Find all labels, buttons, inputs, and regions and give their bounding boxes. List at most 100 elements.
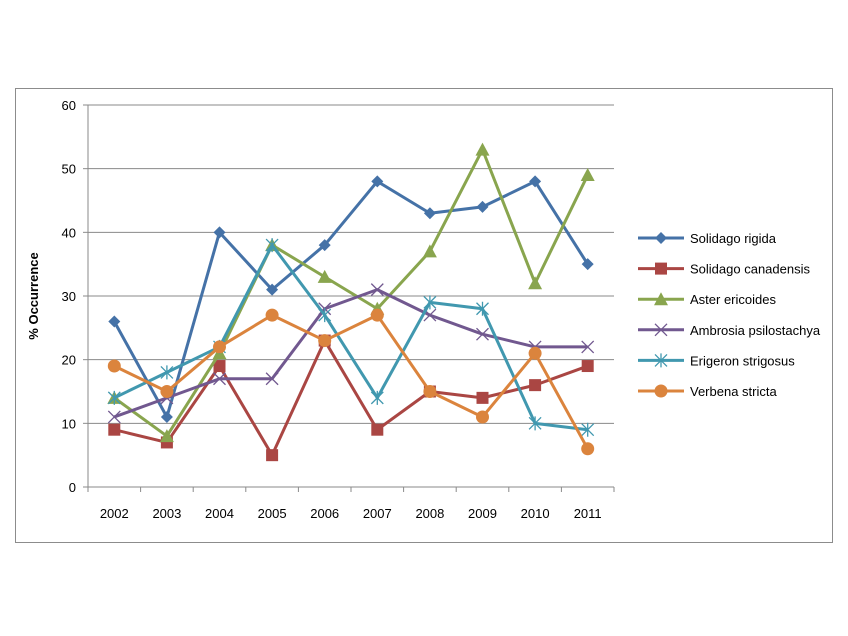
series-line bbox=[113, 313, 590, 450]
series-verbena-stricta: Verbena stricta 2002: 19 Verbena stricta … bbox=[107, 308, 595, 456]
data-point-diamond: Solidago rigida 2007: 48 bbox=[371, 175, 384, 188]
data-point-square: Solidago canadensis 2007: 9 bbox=[371, 423, 384, 436]
chart-frame bbox=[15, 88, 833, 543]
data-point-circle: Verbena stricta 2002: 19 bbox=[107, 359, 121, 373]
x-tick-label: 2005 bbox=[258, 506, 287, 521]
data-point-star: Erigeron strigosus 2002: 14 bbox=[107, 390, 121, 405]
data-point-star bbox=[654, 353, 668, 368]
data-point-diamond: Solidago rigida 2011: 35 bbox=[581, 258, 594, 271]
data-point-circle: Verbena stricta 2004: 22 bbox=[213, 340, 226, 354]
data-point-star: Erigeron strigosus 2011: 9 bbox=[581, 422, 595, 437]
legend-label: Erigeron strigosus bbox=[690, 353, 795, 368]
y-tick-label: 30 bbox=[62, 289, 76, 304]
data-point-circle: Verbena stricta 2010: 21 bbox=[528, 346, 542, 360]
data-point-circle: Verbena stricta 2006: 23 bbox=[318, 334, 332, 348]
series-solidago-canadensis: Solidago canadensis 2002: 9 Solidago cana… bbox=[108, 334, 594, 462]
data-point-x bbox=[654, 323, 668, 337]
data-point-star: Erigeron strigosus 2007: 14 bbox=[370, 390, 384, 405]
y-tick-label: 0 bbox=[69, 480, 76, 495]
legend-item: Verbena stricta bbox=[638, 384, 777, 399]
legend-item: Erigeron strigosus bbox=[638, 353, 795, 368]
x-tick-label: 2007 bbox=[363, 506, 392, 521]
x-tick-label: 2008 bbox=[415, 506, 444, 521]
data-point-square: Solidago canadensis 2004: 19 bbox=[213, 360, 226, 373]
data-point-square: Solidago canadensis 2010: 16 bbox=[529, 379, 542, 392]
data-point-diamond: Solidago rigida 2009: 44 bbox=[476, 200, 489, 213]
x-tick-label: 2004 bbox=[205, 506, 234, 521]
data-point-x: Ambrosia psilostachya 2009: 24 bbox=[476, 327, 489, 341]
data-point-circle: Verbena stricta 2008: 15 bbox=[423, 385, 437, 398]
legend-label: Solidago rigida bbox=[690, 231, 777, 246]
data-point-circle bbox=[654, 384, 668, 398]
data-point-square: Solidago canadensis 2011: 19 bbox=[581, 360, 594, 373]
data-point-diamond: Solidago rigida 2010: 48 bbox=[529, 175, 542, 188]
data-point-x: Ambrosia psilostachya 2005: 17 bbox=[265, 372, 279, 386]
series-ambrosia-psilostachya: Ambrosia psilostachya 2002: 11 Ambrosia p… bbox=[107, 283, 595, 424]
legend-label: Aster ericoides bbox=[690, 292, 776, 307]
series-lines: Solidago rigida 2002: 26 Solidago rigida … bbox=[107, 142, 595, 462]
data-point-square: Solidago canadensis 2002: 9 bbox=[108, 423, 121, 436]
y-tick-label: 20 bbox=[62, 353, 76, 368]
y-tick-label: 10 bbox=[62, 416, 76, 431]
data-point-x: Ambrosia psilostachya 2007: 31 bbox=[370, 283, 384, 297]
data-point-triangle: Aster ericoides 2006: 33 bbox=[317, 269, 332, 283]
axes: 0 10 20 30 40 50 60 2002 2003 2004 2005 2006 2007 200… bbox=[62, 98, 615, 521]
data-point-diamond: Solidago rigida 2003: 11 bbox=[160, 410, 173, 423]
data-point-diamond: Solidago rigida 2008: 43 bbox=[423, 207, 436, 220]
data-point-triangle: Aster ericoides 2008: 37 bbox=[422, 244, 437, 258]
x-tick-label: 2002 bbox=[100, 506, 129, 521]
data-point-square: Solidago canadensis 2009: 14 bbox=[476, 391, 489, 404]
legend-label: Verbena stricta bbox=[690, 384, 777, 399]
x-tick-label: 2003 bbox=[152, 506, 181, 521]
legend-item: Solidago canadensis bbox=[638, 262, 810, 277]
data-point-triangle: Aster ericoides 2011: 49 bbox=[580, 168, 595, 182]
legend-item: Solidago rigida bbox=[638, 231, 777, 246]
series-line bbox=[113, 339, 589, 457]
data-point-triangle: Aster ericoides 2010: 32 bbox=[528, 276, 543, 290]
data-point-star: Erigeron strigosus 2003: 18 bbox=[160, 365, 174, 380]
series-line bbox=[113, 148, 590, 438]
legend-label: Solidago canadensis bbox=[690, 262, 810, 277]
data-point-circle: Verbena stricta 2009: 11 bbox=[476, 410, 489, 424]
data-point-triangle: Aster ericoides 2003: 8 bbox=[159, 429, 174, 443]
y-tick-label: 60 bbox=[62, 98, 76, 113]
x-tick-label: 2006 bbox=[310, 506, 339, 521]
data-point-star: Erigeron strigosus 2006: 27 bbox=[318, 308, 332, 323]
data-point-triangle bbox=[654, 292, 668, 306]
data-point-star: Erigeron strigosus 2008: 29 bbox=[423, 295, 437, 310]
data-point-diamond: Solidago rigida 2002: 26 bbox=[108, 315, 121, 328]
gridlines bbox=[88, 104, 614, 424]
series-solidago-rigida: Solidago rigida 2002: 26 Solidago rigida … bbox=[108, 175, 594, 423]
data-point-square: Solidago canadensis 2005: 5 bbox=[266, 449, 279, 462]
data-point-star: Erigeron strigosus 2005: 38 bbox=[265, 238, 279, 253]
data-point-circle: Verbena stricta 2003: 15 bbox=[160, 385, 174, 398]
y-tick-label: 50 bbox=[62, 162, 76, 177]
x-tick-label: 2011 bbox=[574, 506, 602, 521]
data-point-diamond: Solidago rigida 2004: 40 bbox=[213, 226, 226, 239]
data-point-circle: Verbena stricta 2011: 6 bbox=[581, 442, 595, 456]
x-tick-label: 2010 bbox=[521, 506, 550, 521]
series-line bbox=[113, 288, 588, 419]
data-point-x: Ambrosia psilostachya 2002: 11 bbox=[107, 410, 121, 424]
y-axis-label: % Occurrence bbox=[26, 252, 41, 339]
data-point-square bbox=[655, 262, 667, 275]
data-point-x: Ambrosia psilostachya 2004: 17 bbox=[213, 372, 226, 386]
data-point-diamond: Solidago rigida 2006: 38 bbox=[318, 239, 331, 252]
data-point-triangle: Aster ericoides 2009: 53 bbox=[475, 142, 490, 156]
series-line bbox=[113, 243, 588, 432]
data-point-circle: Verbena stricta 2007: 27 bbox=[370, 308, 384, 322]
y-tick-label: 40 bbox=[62, 225, 76, 240]
series-erigeron-strigosus: Erigeron strigosus 2002: 14 Erigeron stri… bbox=[107, 238, 595, 437]
data-point-x: Ambrosia psilostachya 2011: 22 bbox=[581, 340, 595, 354]
data-point-diamond bbox=[655, 232, 667, 244]
data-point-diamond: Solidago rigida 2005: 31 bbox=[266, 283, 279, 296]
legend-item: Ambrosia psilostachya bbox=[638, 323, 821, 338]
x-tick-label: 2009 bbox=[468, 506, 497, 521]
data-point-star: Erigeron strigosus 2009: 28 bbox=[476, 301, 489, 316]
data-point-circle: Verbena stricta 2005: 27 bbox=[265, 308, 279, 322]
data-point-star: Erigeron strigosus 2010: 10 bbox=[528, 416, 542, 431]
legend: Solidago rigida Solidago canadensis Aster … bbox=[638, 231, 821, 399]
legend-item: Aster ericoides bbox=[638, 292, 776, 307]
legend-label: Ambrosia psilostachya bbox=[690, 323, 821, 338]
